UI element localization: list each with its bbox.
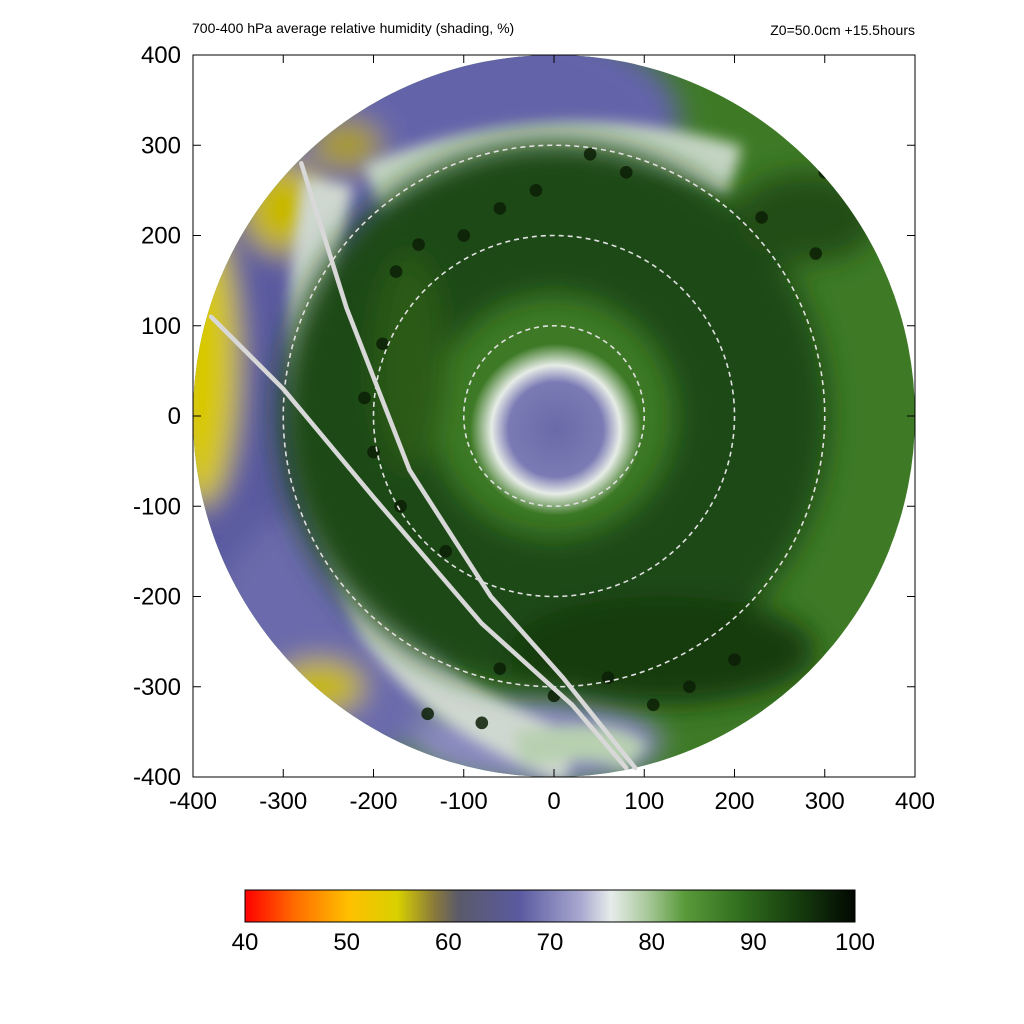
colorbar-tick-label: 80 <box>638 929 665 956</box>
x-axis: -400 -300 -200 -100 0 100 200 300 400 <box>169 55 935 815</box>
humidity-field <box>193 55 915 777</box>
y-tick-label: -400 <box>133 764 181 791</box>
x-tick-label: 200 <box>714 788 754 815</box>
storm-track-1 <box>299 161 638 771</box>
chart-title: 700-400 hPa average relative humidity (s… <box>192 20 515 36</box>
y-tick-label: -100 <box>133 493 181 520</box>
colorbar-bar <box>244 889 856 923</box>
colorbar-tick-label: 60 <box>435 929 462 956</box>
colorbar: 40 50 60 70 80 90 100 <box>232 889 875 956</box>
colorbar-tick-label: 70 <box>537 929 564 956</box>
y-tick-label: 300 <box>141 132 181 159</box>
x-tick-label: 300 <box>805 788 845 815</box>
colorbar-tick-label: 50 <box>333 929 360 956</box>
y-axis: -400 -300 -200 -100 0 100 200 300 400 <box>133 42 915 791</box>
storm-track-2 <box>208 314 629 771</box>
y-tick-label: 0 <box>168 403 181 430</box>
x-tick-label: 400 <box>895 788 935 815</box>
x-tick-label: -200 <box>349 788 397 815</box>
storm-tracks <box>208 161 638 771</box>
colorbar-tick-label: 100 <box>835 929 875 956</box>
y-tick-label: 400 <box>141 42 181 69</box>
colorbar-tick-label: 90 <box>740 929 767 956</box>
y-tick-label: -200 <box>133 584 181 611</box>
y-tick-label: -300 <box>133 674 181 701</box>
x-tick-label: 100 <box>624 788 664 815</box>
field-moist-ring <box>278 140 879 705</box>
field-convective-cells <box>358 147 832 730</box>
x-tick-label: -300 <box>259 788 307 815</box>
range-ring-100 <box>462 324 646 508</box>
y-tick-label: 200 <box>141 223 181 250</box>
run-info-label: Z0=50.0cm +15.5hours <box>770 22 915 38</box>
x-tick-label: -400 <box>169 788 217 815</box>
colorbar-tick-label: 40 <box>232 929 259 956</box>
range-ring-200 <box>372 234 736 598</box>
field-eye <box>470 343 642 516</box>
x-tick-label: -100 <box>440 788 488 815</box>
x-tick-label: 0 <box>547 788 560 815</box>
y-tick-label: 100 <box>141 313 181 340</box>
